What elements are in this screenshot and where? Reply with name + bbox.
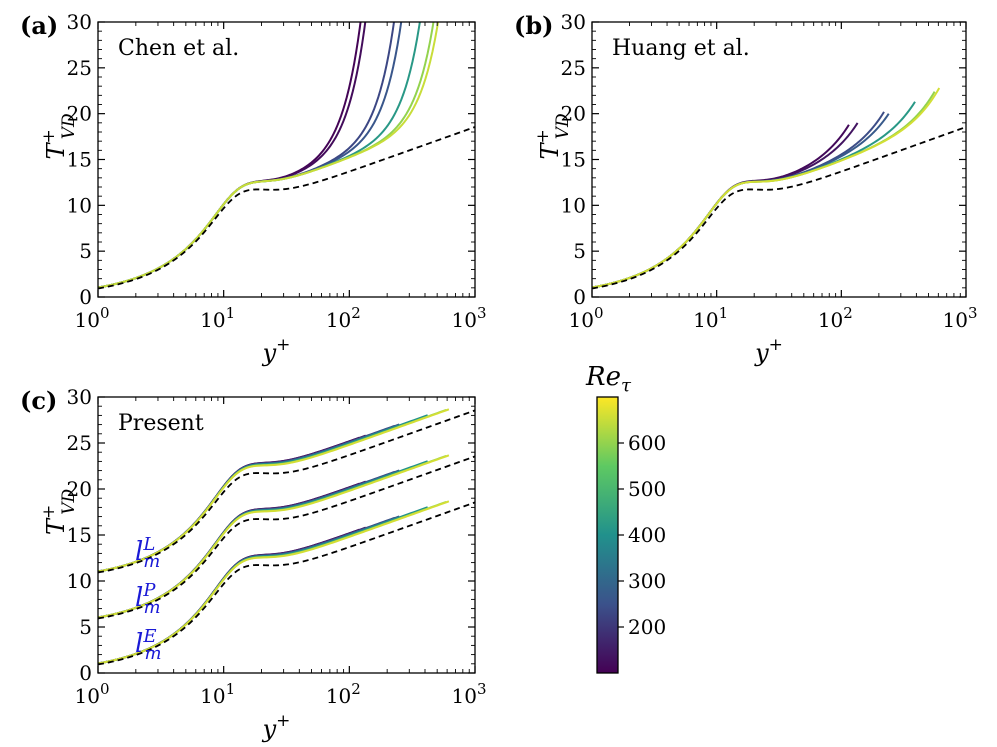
series-line-P-7 — [98, 454, 450, 619]
y-axis-label: T+VD — [533, 113, 573, 160]
y-tick-label: 25 — [561, 56, 586, 80]
x-tick-label: 101 — [693, 304, 728, 332]
colorbar-tick-label: 500 — [628, 477, 666, 501]
y-tick-label: 30 — [67, 385, 92, 409]
x-tick-label: 103 — [943, 304, 978, 332]
plot-area — [98, 408, 475, 666]
y-tick-label: 10 — [561, 193, 586, 217]
y-tick-label: 20 — [67, 102, 92, 126]
y-tick-label: 5 — [573, 239, 586, 263]
x-tick-label: 100 — [569, 304, 604, 332]
y-tick-label: 0 — [573, 285, 586, 309]
x-tick-label: 103 — [452, 304, 487, 332]
colorbar-tick-label: 300 — [628, 569, 666, 593]
plot-area — [592, 87, 966, 290]
x-tick-label: 102 — [818, 304, 853, 332]
panel-b-chart: 0 5 10 15 20 25 30 100 101 102 103 y+ T+VD (b) Huang e… — [514, 10, 978, 367]
y-tick-label: 30 — [561, 10, 586, 34]
reference-dashed-line-P — [98, 455, 475, 620]
y-tick-label: 0 — [79, 285, 92, 309]
reference-dashed-line-L — [98, 409, 475, 574]
x-tick-label: 103 — [452, 680, 487, 708]
y-tick-label: 20 — [67, 477, 92, 501]
x-tick-label: 102 — [326, 304, 361, 332]
y-tick-label: 15 — [67, 148, 92, 172]
y-axis-label: T+VD — [39, 113, 79, 160]
panel-label: (a) — [20, 11, 58, 40]
plot-area — [98, 22, 475, 290]
y-tick-label: 0 — [79, 661, 92, 685]
colorbar-tick-label: 600 — [628, 431, 666, 455]
series-line-L-7 — [98, 408, 450, 573]
x-axis-label: y+ — [262, 335, 291, 367]
y-tick-label: 30 — [67, 10, 92, 34]
x-tick-label: 100 — [75, 304, 110, 332]
panel-label: (b) — [514, 11, 554, 40]
colorbar-tick-label: 200 — [628, 615, 666, 639]
panel-c-chart: lL m lP m lE m 0 5 10 15 20 25 30 100 101 102 103 y+ T+VD (… — [20, 385, 487, 743]
series-line-7 — [592, 87, 941, 289]
y-tick-label: 25 — [67, 431, 92, 455]
colorbar-gradient — [596, 396, 619, 674]
y-tick-label: 10 — [67, 569, 92, 593]
x-axis-label: y+ — [754, 335, 783, 367]
y-axis-label: T+VD — [39, 488, 79, 535]
x-tick-label: 102 — [326, 680, 361, 708]
panel-a-chart: 0 5 10 15 20 25 30 100 101 102 103 y+ T+VD (a) Chen et… — [20, 10, 487, 367]
series-line-2 — [592, 122, 859, 289]
y-tick-label: 25 — [67, 56, 92, 80]
plot-frame — [591, 21, 967, 298]
plot-frame — [97, 21, 476, 298]
y-tick-label: 15 — [67, 523, 92, 547]
colorbar-tick-label: 400 — [628, 523, 666, 547]
panel-annotation: Chen et al. — [118, 36, 239, 61]
series-line-5 — [592, 101, 916, 289]
panel-annotation: Present — [118, 411, 204, 436]
colorbar-ticks: 200 300 400 500 600 — [618, 431, 666, 639]
series-line-E-7 — [98, 500, 450, 665]
y-tick-label: 15 — [561, 148, 586, 172]
y-tick-label: 5 — [79, 239, 92, 263]
series-line-1 — [592, 124, 850, 289]
y-tick-label: 5 — [79, 615, 92, 639]
y-tick-label: 10 — [67, 193, 92, 217]
series-line-7 — [98, 22, 440, 289]
group-label-E: lE m — [135, 626, 162, 664]
y-tick-label: 20 — [561, 102, 586, 126]
x-tick-label: 100 — [75, 680, 110, 708]
reference-dashed-line — [98, 126, 475, 290]
x-tick-label: 101 — [200, 680, 235, 708]
reference-dashed-line-E — [98, 501, 475, 666]
x-tick-label: 101 — [200, 304, 235, 332]
group-label-P: lP m — [135, 580, 161, 618]
colorbar: 200 300 400 500 600 Reτ — [585, 362, 666, 674]
x-axis-label: y+ — [262, 711, 291, 743]
colorbar-label: Reτ — [585, 362, 632, 396]
panel-label: (c) — [20, 386, 57, 415]
panel-annotation: Huang et al. — [612, 36, 750, 61]
reference-dashed-line — [592, 126, 966, 290]
group-label-L: lL m — [135, 534, 160, 572]
